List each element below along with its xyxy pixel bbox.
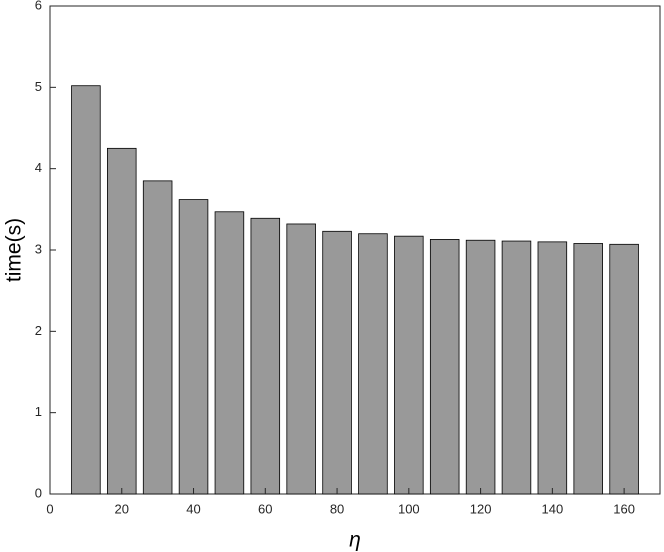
x-tick-label: 160 [613,501,635,516]
x-tick-label: 140 [542,501,564,516]
x-axis-label: η [349,529,361,552]
y-tick-label: 2 [35,323,42,338]
bar [501,240,532,495]
y-tick-label: 0 [35,485,42,500]
y-tick-label: 3 [35,241,42,256]
bar [214,211,245,495]
bar [107,147,137,495]
y-tick-label: 5 [35,79,42,94]
x-tick-label: 80 [330,501,344,516]
bar [573,243,603,495]
bar [286,223,316,495]
bar [394,235,424,495]
bar [537,241,568,495]
y-axis-label: time(s) [3,218,26,282]
bar [465,239,496,495]
x-tick-label: 100 [398,501,420,516]
plot-frame [49,5,661,495]
bar [429,239,460,495]
bar [250,217,281,495]
bar [322,230,352,495]
bar [358,233,388,495]
y-tick-label: 1 [35,404,42,419]
y-tick-label: 4 [35,160,42,175]
x-tick-label: 120 [470,501,492,516]
bar [178,199,209,495]
bar [609,243,639,495]
bar [71,85,101,495]
bar [142,180,173,495]
x-tick-label: 0 [46,501,53,516]
x-tick-label: 40 [186,501,200,516]
x-tick-label: 20 [115,501,129,516]
x-tick-label: 60 [258,501,272,516]
y-tick-label: 6 [35,0,42,12]
